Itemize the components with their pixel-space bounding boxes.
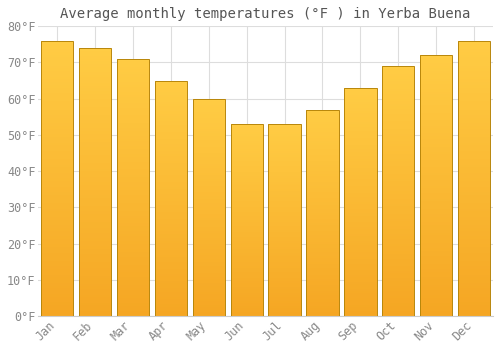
Bar bbox=[382, 66, 414, 316]
Bar bbox=[41, 41, 74, 316]
Bar bbox=[420, 55, 452, 316]
Bar bbox=[230, 124, 263, 316]
Bar bbox=[79, 48, 111, 316]
Bar bbox=[117, 59, 149, 316]
Bar bbox=[344, 88, 376, 316]
Bar bbox=[458, 41, 490, 316]
Bar bbox=[192, 99, 225, 316]
Bar bbox=[155, 80, 187, 316]
Title: Average monthly temperatures (°F ) in Yerba Buena: Average monthly temperatures (°F ) in Ye… bbox=[60, 7, 471, 21]
Bar bbox=[268, 124, 300, 316]
Bar bbox=[306, 110, 338, 316]
